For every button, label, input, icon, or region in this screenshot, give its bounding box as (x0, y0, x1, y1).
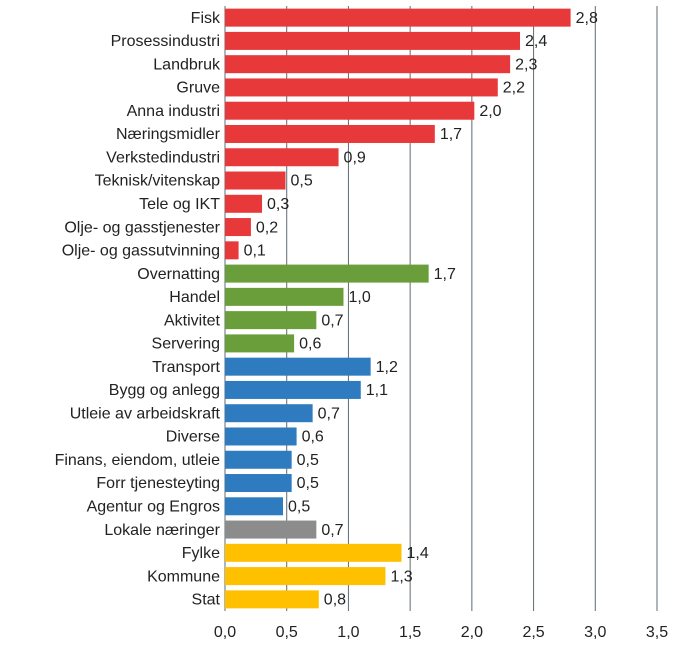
value-label: 1,7 (434, 266, 456, 283)
bar (225, 287, 344, 306)
value-label: 0,1 (244, 243, 266, 260)
x-tick-label: 3,5 (646, 624, 668, 641)
bar (225, 218, 251, 237)
x-tick-label: 2,0 (461, 624, 483, 641)
value-label: 1,4 (407, 545, 429, 562)
y-tick-label: Tele og IKT (139, 196, 220, 213)
bar (225, 8, 571, 27)
bar (225, 194, 263, 213)
bar (225, 124, 435, 143)
value-label: 0,7 (321, 312, 343, 329)
value-label: 0,6 (299, 336, 321, 353)
value-label: 1,7 (440, 126, 462, 143)
x-tick-label: 0,0 (214, 624, 236, 641)
value-label: 2,2 (503, 80, 525, 97)
y-tick-label: Aktivitet (164, 312, 221, 329)
y-tick-label: Bygg og anlegg (109, 382, 220, 399)
y-tick-label: Stat (192, 592, 221, 609)
bar (225, 380, 361, 399)
bar (225, 543, 402, 562)
value-label: 2,3 (515, 56, 537, 73)
value-label: 0,2 (256, 219, 278, 236)
y-tick-label: Servering (152, 336, 220, 353)
y-tick-label: Overnatting (137, 266, 220, 283)
bar (225, 241, 239, 260)
value-label: 1,0 (348, 289, 370, 306)
bar (225, 311, 317, 330)
bar (225, 148, 339, 167)
value-label: 0,7 (318, 405, 340, 422)
y-tick-label: Verkstedindustri (106, 149, 220, 166)
bar (225, 520, 317, 539)
value-label: 0,5 (290, 173, 312, 190)
y-tick-label: Fylke (182, 545, 220, 562)
bar (225, 474, 292, 493)
y-tick-label: Landbruk (153, 56, 221, 73)
value-label: 1,1 (366, 382, 388, 399)
x-tick-label: 2,5 (522, 624, 544, 641)
bar (225, 171, 286, 190)
y-tick-label: Diverse (166, 429, 220, 446)
y-tick-label: Gruve (176, 80, 220, 97)
value-label: 0,8 (324, 592, 346, 609)
bar (225, 78, 498, 97)
y-tick-label: Handel (169, 289, 220, 306)
y-tick-label: Teknisk/vitenskap (95, 173, 220, 190)
x-tick-label: 1,0 (337, 624, 359, 641)
y-tick-label: Utleie av arbeidskraft (70, 405, 221, 422)
y-tick-label: Olje- og gassutvinning (62, 243, 220, 260)
value-label: 2,4 (525, 33, 547, 50)
bar (225, 357, 371, 376)
y-tick-label: Lokale næringer (104, 522, 220, 539)
y-tick-label: Anna industri (127, 103, 220, 120)
x-tick-label: 0,5 (276, 624, 298, 641)
bar (225, 590, 319, 609)
value-label: 1,3 (390, 568, 412, 585)
bar (225, 31, 520, 50)
y-tick-label: Agentur og Engros (87, 499, 220, 516)
x-tick-label: 1,5 (399, 624, 421, 641)
bar (225, 55, 511, 74)
y-tick-label: Prosessindustri (111, 33, 220, 50)
bar (225, 567, 386, 586)
y-tick-label: Kommune (147, 568, 220, 585)
bar (225, 264, 429, 283)
y-tick-label: Olje- og gasstjenester (64, 219, 220, 236)
value-label: 0,3 (267, 196, 289, 213)
bar (225, 404, 313, 423)
value-label: 2,8 (576, 10, 598, 27)
bar (225, 497, 284, 516)
y-tick-label: Næringsmidler (116, 126, 221, 143)
value-label: 2,0 (479, 103, 501, 120)
value-label: 0,7 (321, 522, 343, 539)
value-label: 0,6 (302, 429, 324, 446)
bar (225, 101, 475, 120)
value-label: 1,2 (376, 359, 398, 376)
value-label: 0,5 (297, 475, 319, 492)
bar (225, 427, 297, 446)
value-label: 0,9 (344, 149, 366, 166)
y-tick-label: Finans, eiendom, utleie (55, 452, 221, 469)
y-tick-label: Forr tjenesteyting (96, 475, 220, 492)
value-label: 0,5 (297, 452, 319, 469)
x-tick-label: 3,0 (584, 624, 606, 641)
y-tick-label: Fisk (191, 10, 221, 27)
bar (225, 450, 292, 469)
y-tick-label: Transport (152, 359, 220, 376)
value-label: 0,5 (288, 499, 310, 516)
bar (225, 334, 295, 353)
